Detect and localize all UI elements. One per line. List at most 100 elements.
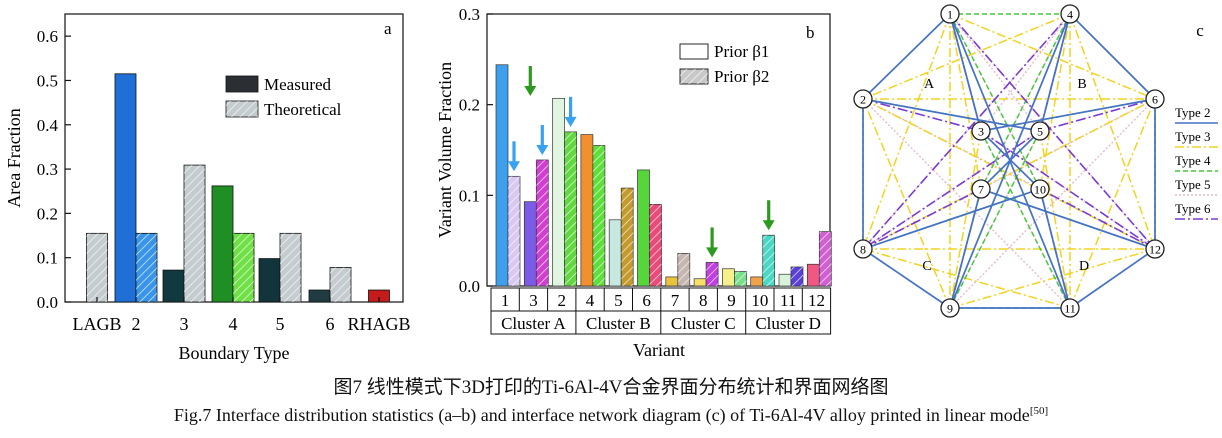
- measured-bar: [114, 73, 137, 303]
- network-edge: [862, 13, 1071, 250]
- panel-a-ytick-label: 0.2: [37, 204, 58, 223]
- network-node-label: 2: [860, 93, 866, 107]
- network-edge: [1039, 188, 1071, 309]
- variant-label: 7: [671, 291, 680, 310]
- network-edge: [949, 130, 1041, 309]
- beta1-bar: [722, 268, 735, 287]
- beta2-bar-hatch: [536, 159, 549, 286]
- panel-a-label: a: [384, 19, 392, 38]
- caption-english: Fig.7 Interface distribution statistics …: [0, 405, 1222, 426]
- network-edge: [862, 13, 1071, 100]
- network-node: [1030, 121, 1050, 141]
- network-edge: [949, 248, 1156, 309]
- theoretical-bar-hatch: [86, 233, 108, 302]
- network-edge: [862, 248, 951, 309]
- network-node: [971, 179, 991, 199]
- beta1-bar: [637, 169, 650, 287]
- panel-a-xtick-label: 2: [132, 314, 141, 334]
- beta1-bar: [523, 201, 537, 287]
- network-edge: [1039, 98, 1156, 132]
- beta2-bar-hatch: [677, 253, 690, 286]
- variant-label: 11: [780, 291, 796, 310]
- panel-a-ytick-label: 0.4: [37, 116, 59, 135]
- variant-label: 6: [642, 291, 651, 310]
- measured-bar: [211, 185, 234, 303]
- network-edge: [980, 98, 1156, 132]
- beta1-bar: [806, 263, 820, 287]
- network-legend-label: Type 3: [1175, 129, 1211, 144]
- network-legend-label: Type 2: [1175, 105, 1211, 120]
- legend-theoretical-hatch: [226, 101, 258, 117]
- network-edge: [862, 13, 951, 250]
- network-edge: [949, 130, 982, 309]
- legend-measured-swatch: [225, 75, 259, 93]
- panel-b-ytick-label: 0.1: [459, 186, 480, 205]
- panel-b-ytick-label: 0.2: [459, 96, 480, 115]
- panel-b-chart: 0.0 0.1 0.2 0.3 1 3 2 4 5 6 7 8 9 10 11 12 Cluster A Clu…: [435, 5, 832, 360]
- beta1-bar: [552, 97, 565, 287]
- panel-a-ytick-label: 0.1: [37, 249, 58, 268]
- panel-a-ytick-label: 0.3: [37, 160, 58, 179]
- theoretical-bar-hatch: [184, 165, 205, 302]
- network-node-label: 10: [1034, 183, 1046, 197]
- beta1-bar: [665, 276, 679, 287]
- panel-a-xtick-label: 4: [229, 314, 238, 334]
- region-d-label: D: [1079, 259, 1089, 274]
- measured-bar: [308, 289, 331, 303]
- beta1-bar: [495, 64, 509, 287]
- network-edge: [949, 13, 982, 190]
- panel-c-network: 1 4 6 12 11 9 8 2 3 5 7 10 A B C D c Type 2 Type 3 Ty…: [853, 4, 1218, 318]
- panel-b-ytick-label: 0.3: [459, 5, 480, 24]
- network-edge: [1039, 13, 1071, 190]
- network-edge: [980, 188, 1156, 250]
- legend-theoretical-label: Theoretical: [264, 100, 342, 119]
- network-edge: [980, 130, 1071, 309]
- network-node: [1060, 298, 1080, 318]
- network-edge: [949, 98, 1156, 309]
- beta1-bar: [750, 276, 764, 287]
- network-node: [1060, 4, 1080, 24]
- network-edge: [949, 13, 1041, 132]
- region-a-label: A: [924, 77, 935, 92]
- caption-chinese: 图7 线性模式下3D打印的Ti-6Al-4V合金界面分布统计和界面网络图: [333, 377, 889, 398]
- theoretical-bar-hatch: [136, 233, 157, 302]
- network-node: [971, 121, 991, 141]
- network-legend-label: Type 5: [1175, 177, 1211, 192]
- panel-b-label: b: [806, 23, 815, 42]
- legend-beta2-label: Prior β2: [714, 67, 769, 86]
- panel-a-xtick-label: 6: [326, 314, 335, 334]
- beta2-bar-hatch: [734, 271, 747, 286]
- panel-a-chart: 0.0 0.1 0.2 0.3 0.4 0.5 0.6 LAGB 2 3 4 5 6 RHAGB a Me…: [4, 13, 411, 363]
- beta1-bar: [693, 278, 707, 287]
- network-node-label: 12: [1149, 243, 1161, 257]
- variant-label: 12: [808, 291, 825, 310]
- panel-a-ytick-label: 0.5: [37, 71, 58, 90]
- highlight-arrow-head: [524, 86, 537, 96]
- network-node: [940, 4, 960, 24]
- panel-a-xlabel: Boundary Type: [179, 343, 290, 363]
- network-edge: [862, 98, 951, 309]
- beta2-bar-hatch: [564, 131, 577, 286]
- network-edge: [862, 98, 1041, 132]
- network-edge: [862, 130, 1041, 250]
- panel-b-ylabel: Variant Volume Fraction: [435, 62, 455, 238]
- panel-a-xtick-label: 5: [276, 314, 285, 334]
- beta1-bar: [608, 219, 622, 287]
- cluster-label: Cluster D: [755, 314, 821, 333]
- beta2-bar-hatch: [706, 262, 719, 286]
- beta2-bar-hatch: [762, 235, 775, 286]
- network-node-label: 11: [1064, 302, 1076, 316]
- cluster-label: Cluster B: [586, 314, 651, 333]
- cluster-label: Cluster A: [501, 314, 566, 333]
- highlight-arrow-head: [564, 116, 577, 127]
- beta2-bar-hatch: [649, 204, 662, 286]
- network-node-label: 8: [860, 243, 866, 257]
- network-node-label: 7: [978, 183, 984, 197]
- variant-label: 1: [501, 291, 510, 310]
- variant-label: 8: [699, 291, 708, 310]
- network-legend-label: Type 4: [1175, 153, 1211, 168]
- network-edge: [1069, 98, 1156, 309]
- panel-a-ytick-label: 0.0: [37, 293, 58, 312]
- network-node-label: 4: [1067, 8, 1073, 22]
